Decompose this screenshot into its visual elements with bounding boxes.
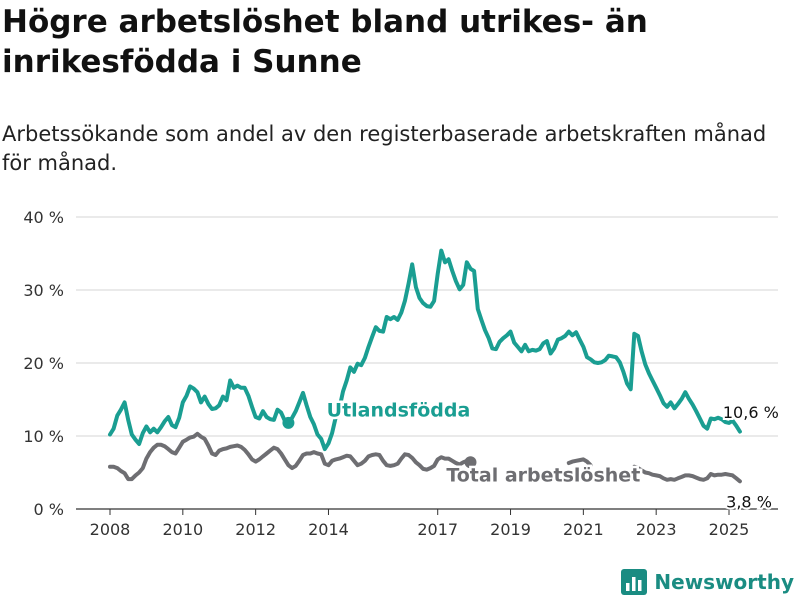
end-value-label: 3,8 % xyxy=(726,493,772,512)
x-tick-label: 2017 xyxy=(417,520,458,539)
line-chart: 0 % 10 % 20 % 30 % 40 % 2008 2010 2012 2014 2017 2… xyxy=(23,208,781,539)
series-label: Total arbetslöshet xyxy=(446,464,640,486)
chart-subtitle: Arbetssökande som andel av den registerb… xyxy=(2,122,767,175)
x-tick-label: 2008 xyxy=(90,520,131,539)
chart-title: Högre arbetslöshet bland utrikes- än inr… xyxy=(2,4,648,80)
x-tick-label: 2025 xyxy=(709,520,750,539)
y-tick-label: 40 % xyxy=(23,208,64,227)
series-line xyxy=(108,378,291,446)
y-tick-label: 0 % xyxy=(34,500,64,519)
x-tick-label: 2019 xyxy=(490,520,531,539)
x-tick-label: 2010 xyxy=(162,520,203,539)
bar-chart-logo-icon xyxy=(621,569,648,595)
gridlines xyxy=(76,216,778,510)
series-line xyxy=(108,431,473,482)
x-tick-label: 2012 xyxy=(235,520,276,539)
series-end-point xyxy=(464,456,477,469)
series-line xyxy=(286,248,742,452)
brand-name: Newsworthy xyxy=(654,570,794,594)
annotations: Utlandsfödda Total arbetslöshet 10,6 % 3,8 … xyxy=(324,397,781,514)
series-line xyxy=(566,457,593,468)
end-value-label: 10,6 % xyxy=(723,403,779,422)
newsworthy-brand[interactable]: Newsworthy xyxy=(621,568,794,596)
y-tick-label: 10 % xyxy=(23,427,64,446)
y-tick-label: 30 % xyxy=(23,281,64,300)
axes: 0 % 10 % 20 % 30 % 40 % 2008 2010 2012 2014 2017 2… xyxy=(23,208,749,539)
series-label: Utlandsfödda xyxy=(327,399,471,421)
series-line xyxy=(625,464,742,484)
x-tick-label: 2014 xyxy=(308,520,349,539)
y-tick-label: 20 % xyxy=(23,354,64,373)
x-tick-label: 2021 xyxy=(563,520,604,539)
x-tick-label: 2023 xyxy=(636,520,677,539)
series-lines xyxy=(108,248,742,484)
